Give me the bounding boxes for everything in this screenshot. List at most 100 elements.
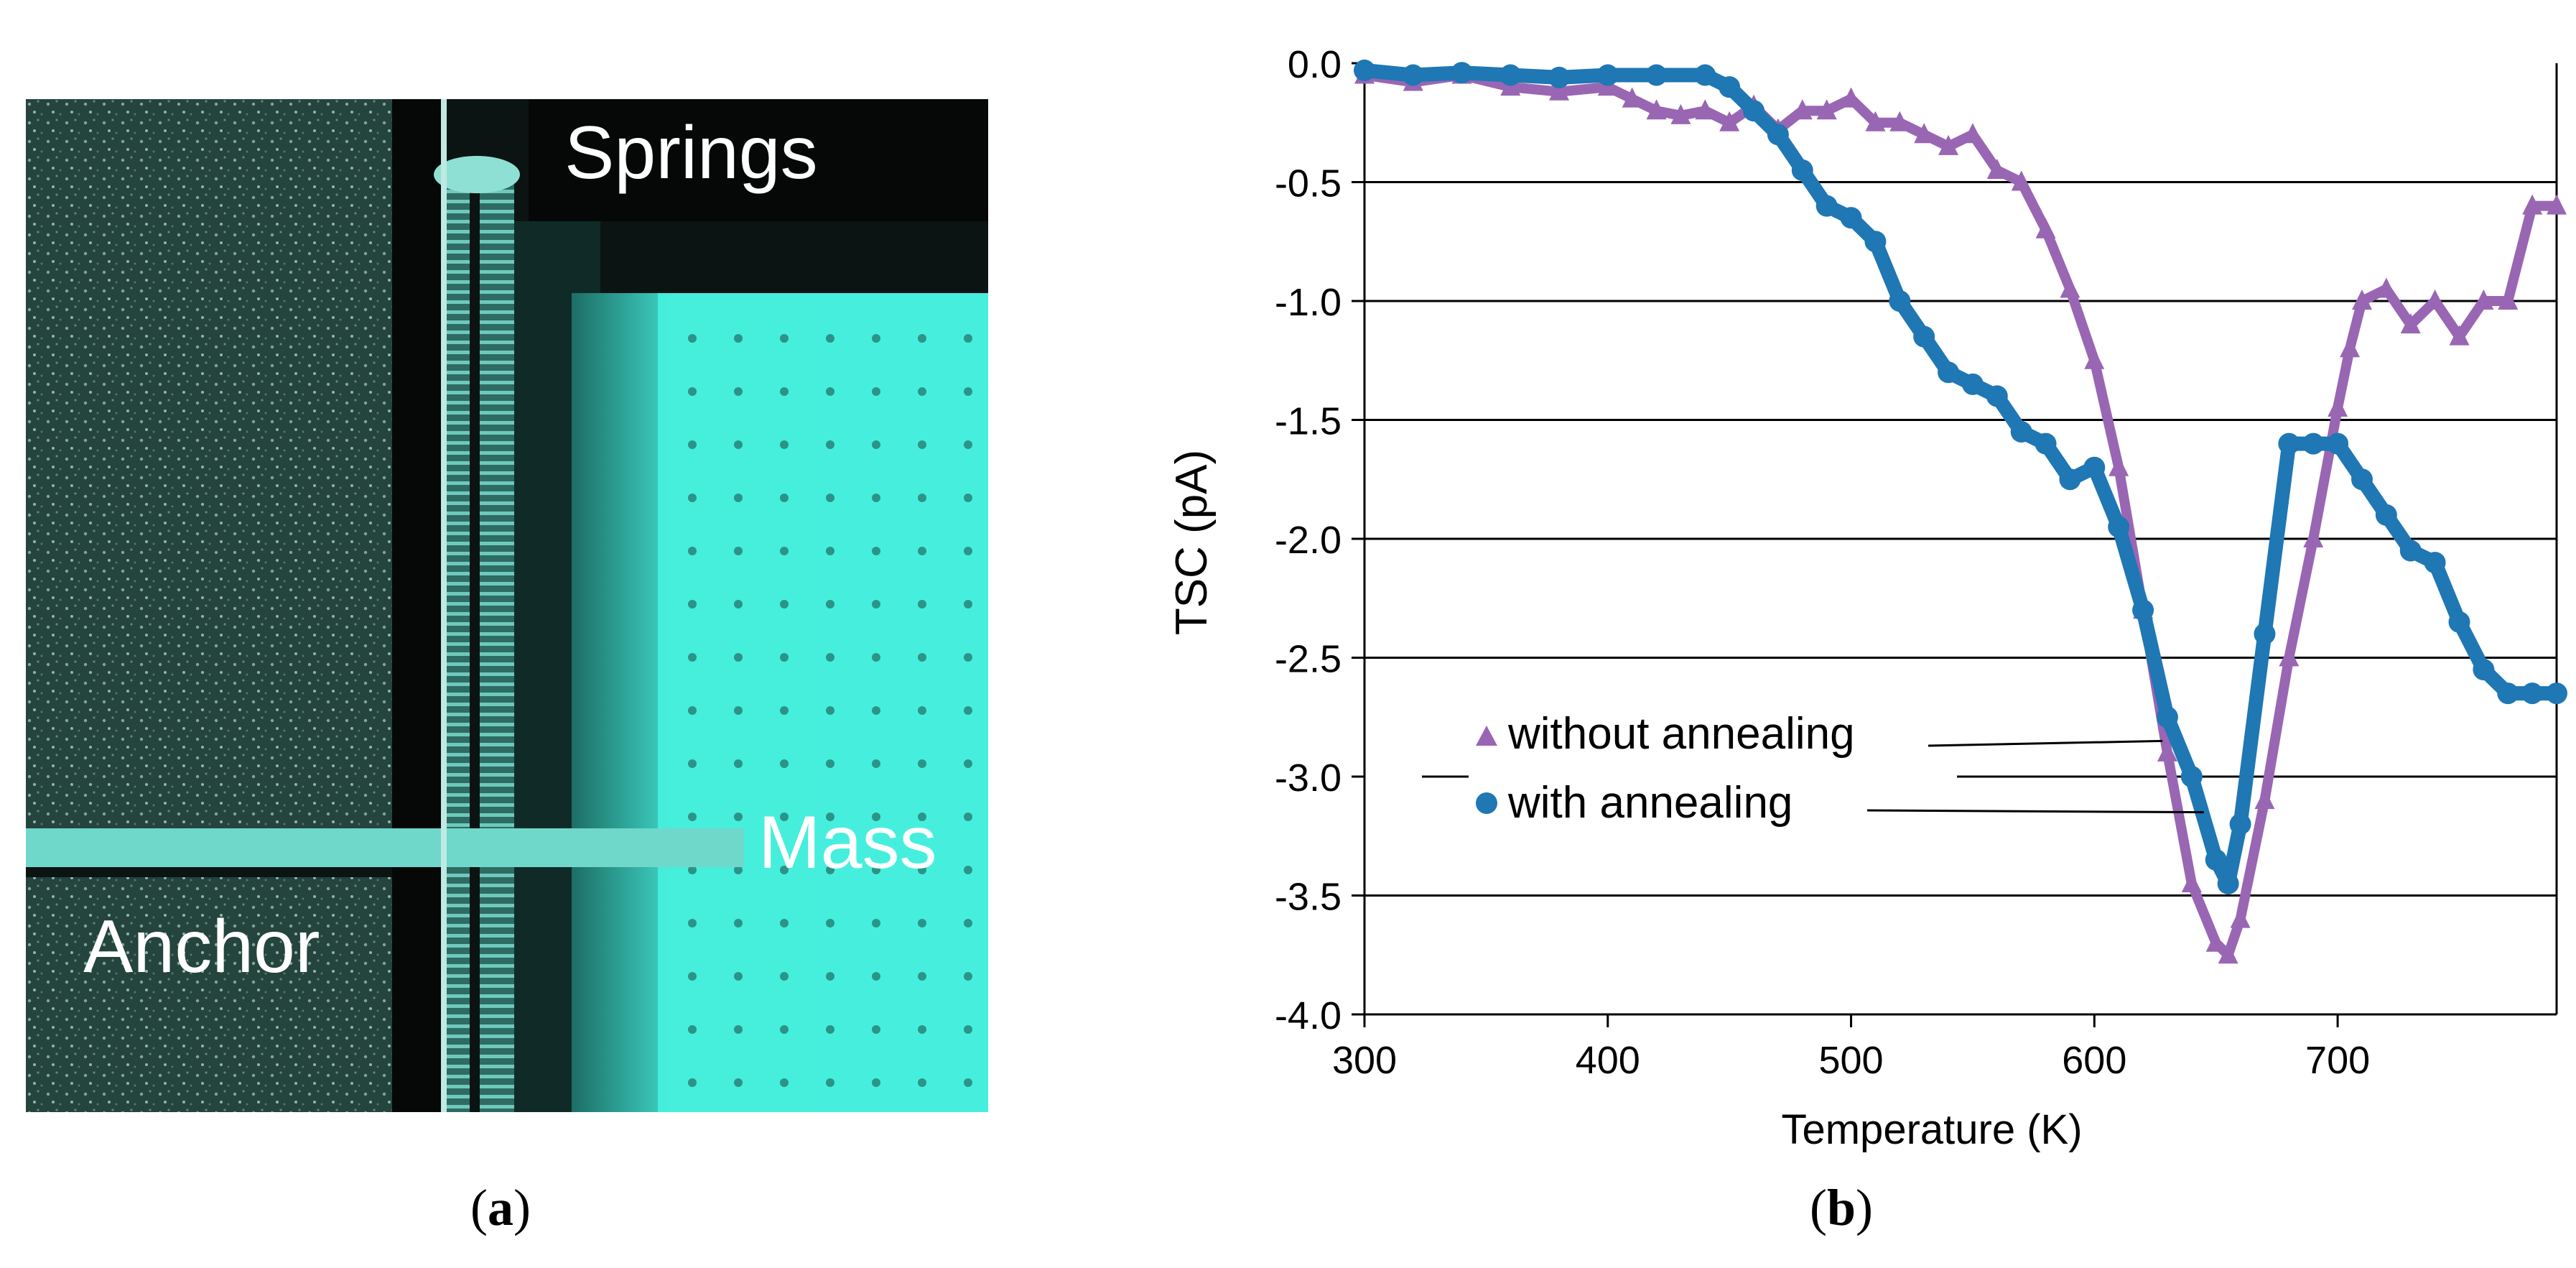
data-point (2084, 348, 2105, 369)
data-point (2181, 871, 2202, 892)
data-point (2218, 943, 2238, 964)
series-line (1364, 63, 2557, 891)
data-point (1767, 124, 1789, 146)
data-point (1889, 290, 1911, 312)
data-point (1670, 103, 1691, 124)
data-point (2108, 516, 2130, 538)
spring-left (442, 178, 470, 1112)
data-point (1913, 325, 1935, 348)
data-point (1962, 123, 1983, 144)
data-point (2522, 194, 2543, 215)
data-point (1961, 373, 1984, 395)
spring-top-cap (434, 156, 520, 193)
data-point (1791, 159, 1813, 181)
data-point (1938, 361, 1960, 384)
data-point (2205, 848, 2227, 871)
data-point (2230, 907, 2251, 928)
y-tick-label: -4.0 (1275, 994, 1342, 1037)
data-point (2327, 432, 2349, 455)
y-tick-label: -1.0 (1275, 281, 1342, 324)
data-point (1646, 99, 1667, 120)
x-tick-label: 700 (2305, 1039, 2370, 1082)
x-tick-label: 600 (2062, 1039, 2126, 1082)
y-tick-label: -3.5 (1275, 876, 1342, 919)
data-point (2424, 290, 2445, 310)
y-tick-label: -1.5 (1275, 400, 1342, 443)
data-point (2254, 789, 2275, 810)
data-point (2059, 468, 2081, 491)
data-point (2229, 813, 2251, 836)
data-point (2424, 552, 2446, 574)
legend-entry-without-annealing: without annealing (1507, 709, 1855, 759)
data-point (1864, 231, 1887, 253)
data-point (2547, 194, 2567, 215)
data-point (1694, 64, 1716, 86)
data-point (2375, 504, 2397, 526)
y-tick-label: -2.5 (1275, 638, 1342, 681)
data-point (2376, 277, 2396, 298)
data-point (1865, 111, 1886, 131)
data-point (1354, 59, 1375, 81)
top-band (529, 99, 988, 221)
x-tick-label: 400 (1576, 1039, 1640, 1082)
data-point (2400, 313, 2421, 334)
data-point (2279, 646, 2300, 667)
data-point (1548, 66, 1571, 88)
data-point (2060, 277, 2080, 298)
data-point (2108, 455, 2129, 476)
spring-edge-line (441, 99, 447, 1112)
data-point (1840, 207, 1862, 229)
data-point (2035, 218, 2056, 239)
legend-leader-without-annealing (1928, 739, 2163, 747)
data-point (2351, 290, 2372, 310)
data-point (2521, 682, 2544, 705)
data-point (1889, 111, 1910, 131)
data-point (1914, 123, 1935, 144)
x-tick-label: 300 (1332, 1039, 1397, 1082)
data-point (1596, 64, 1619, 86)
data-point (2328, 396, 2348, 417)
data-point (2035, 432, 2057, 455)
data-point (1719, 111, 1740, 131)
data-point (2180, 766, 2203, 787)
data-point (2302, 432, 2325, 455)
connecting-bar (26, 828, 744, 867)
data-point (1815, 195, 1838, 217)
anchor-label: Anchor (83, 905, 320, 989)
series-layer (1354, 59, 2567, 964)
data-point (2083, 456, 2106, 478)
y-tick-label: -3.0 (1275, 756, 1342, 800)
data-point (1645, 64, 1668, 86)
data-point (2498, 290, 2519, 310)
y-tick-label: -0.5 (1275, 162, 1342, 205)
anchor-region (26, 99, 392, 1112)
data-point (1816, 99, 1837, 120)
data-point (2473, 659, 2495, 681)
data-point (2449, 325, 2470, 346)
data-point (1549, 80, 1570, 101)
data-point (2011, 170, 2032, 191)
data-point (1743, 100, 1765, 122)
spring-right (480, 178, 514, 1112)
y-tick-label: -2.0 (1275, 519, 1342, 562)
data-point (1719, 76, 1741, 98)
legend-marker-with-annealing (1476, 792, 1497, 814)
data-point (1841, 87, 1861, 108)
data-point (2156, 706, 2178, 728)
series-with-annealing (1354, 59, 2567, 894)
mass-region (658, 293, 988, 1112)
data-point (1499, 64, 1522, 86)
data-point (2351, 468, 2373, 491)
x-tick-label: 500 (1818, 1039, 1883, 1082)
data-point (2010, 421, 2032, 443)
legend-entry-with-annealing: with annealing (1507, 778, 1792, 828)
data-point (1451, 62, 1473, 84)
data-point (2278, 432, 2300, 455)
data-point (2448, 611, 2470, 633)
legend-marker-without-annealing (1476, 726, 1497, 746)
data-point (2157, 741, 2177, 762)
data-point (1986, 158, 2007, 179)
